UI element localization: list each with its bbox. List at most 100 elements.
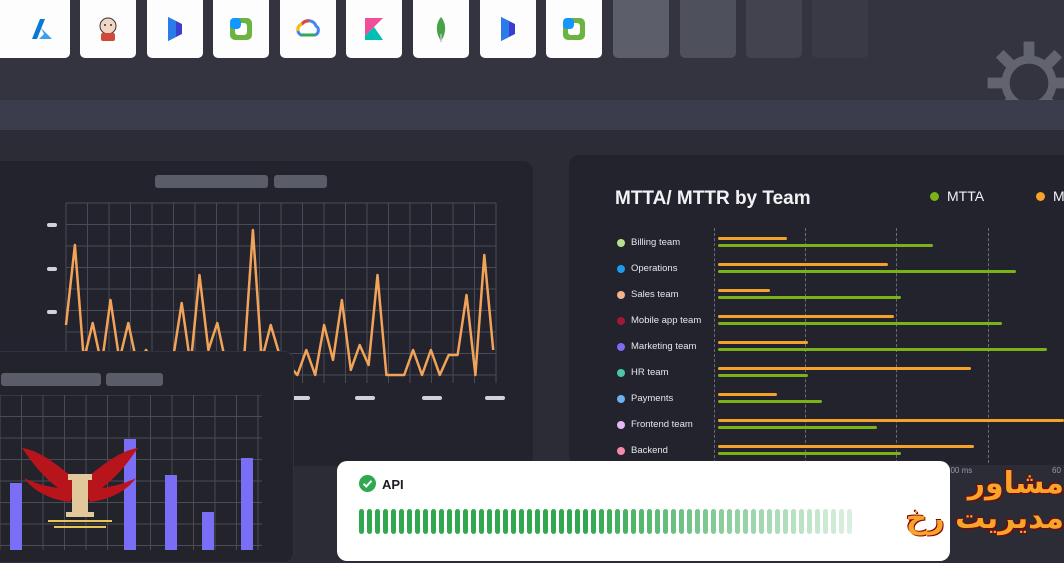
app-tile-dynamics[interactable] bbox=[147, 0, 203, 58]
uptime-tick[interactable] bbox=[383, 509, 388, 534]
uptime-tick[interactable] bbox=[583, 509, 588, 534]
uptime-tick[interactable] bbox=[759, 509, 764, 534]
app-tile-dynamics-2[interactable] bbox=[480, 0, 536, 58]
uptime-tick[interactable] bbox=[823, 509, 828, 534]
uptime-tick[interactable] bbox=[655, 509, 660, 534]
app-tile-jenkins[interactable] bbox=[80, 0, 136, 58]
team-row[interactable]: Payments bbox=[617, 393, 673, 404]
uptime-tick[interactable] bbox=[455, 509, 460, 534]
mtta-bar bbox=[718, 270, 1016, 273]
panel-title: MTTA/ MTTR by Team bbox=[615, 188, 811, 209]
uptime-tick[interactable] bbox=[479, 509, 484, 534]
uptime-tick[interactable] bbox=[391, 509, 396, 534]
uptime-tick[interactable] bbox=[775, 509, 780, 534]
uptime-tick[interactable] bbox=[535, 509, 540, 534]
mttr-bar bbox=[718, 445, 974, 448]
uptime-tick[interactable] bbox=[487, 509, 492, 534]
team-color-dot bbox=[617, 264, 625, 273]
uptime-tick[interactable] bbox=[615, 509, 620, 534]
app-tile-azure[interactable] bbox=[14, 0, 70, 58]
uptime-tick[interactable] bbox=[519, 509, 524, 534]
uptime-tick[interactable] bbox=[567, 509, 572, 534]
uptime-tick[interactable] bbox=[399, 509, 404, 534]
uptime-tick[interactable] bbox=[623, 509, 628, 534]
uptime-tick[interactable] bbox=[727, 509, 732, 534]
uptime-tick[interactable] bbox=[503, 509, 508, 534]
uptime-tick[interactable] bbox=[791, 509, 796, 534]
uptime-tick[interactable] bbox=[407, 509, 412, 534]
uptime-tick[interactable] bbox=[847, 509, 852, 534]
legend-label: M bbox=[1053, 188, 1064, 204]
uptime-tick[interactable] bbox=[599, 509, 604, 534]
uptime-tick[interactable] bbox=[559, 509, 564, 534]
uptime-tick[interactable] bbox=[831, 509, 836, 534]
uptime-tick[interactable] bbox=[839, 509, 844, 534]
uptime-tick[interactable] bbox=[575, 509, 580, 534]
uptime-tick[interactable] bbox=[511, 509, 516, 534]
uptime-tick[interactable] bbox=[719, 509, 724, 534]
app-tile-dynatrace-2[interactable] bbox=[546, 0, 602, 58]
uptime-tick[interactable] bbox=[647, 509, 652, 534]
uptime-tick[interactable] bbox=[447, 509, 452, 534]
x-tick-mark bbox=[290, 396, 310, 400]
app-tile-dynatrace[interactable] bbox=[213, 0, 269, 58]
uptime-tick[interactable] bbox=[679, 509, 684, 534]
uptime-tick[interactable] bbox=[423, 509, 428, 534]
uptime-tick[interactable] bbox=[663, 509, 668, 534]
uptime-tick[interactable] bbox=[815, 509, 820, 534]
uptime-tick[interactable] bbox=[607, 509, 612, 534]
uptime-tick[interactable] bbox=[431, 509, 436, 534]
team-label: Marketing team bbox=[631, 341, 697, 352]
uptime-tick[interactable] bbox=[471, 509, 476, 534]
uptime-tick[interactable] bbox=[743, 509, 748, 534]
team-row[interactable]: Backend bbox=[617, 445, 668, 456]
app-tile-mongodb[interactable] bbox=[413, 0, 469, 58]
uptime-tick[interactable] bbox=[711, 509, 716, 534]
team-label: Operations bbox=[631, 263, 678, 274]
uptime-tick[interactable] bbox=[591, 509, 596, 534]
dynamics-icon bbox=[501, 17, 515, 41]
mttr-bar bbox=[718, 393, 777, 396]
uptime-tick[interactable] bbox=[807, 509, 812, 534]
uptime-tick[interactable] bbox=[671, 509, 676, 534]
uptime-tick[interactable] bbox=[695, 509, 700, 534]
team-row[interactable]: Mobile app team bbox=[617, 315, 701, 326]
team-label: HR team bbox=[631, 367, 669, 378]
uptime-tick[interactable] bbox=[463, 509, 468, 534]
team-row[interactable]: Sales team bbox=[617, 289, 679, 300]
uptime-tick[interactable] bbox=[551, 509, 556, 534]
uptime-tick[interactable] bbox=[415, 509, 420, 534]
team-color-dot bbox=[617, 238, 625, 247]
uptime-tick[interactable] bbox=[439, 509, 444, 534]
uptime-tick[interactable] bbox=[631, 509, 636, 534]
team-color-dot bbox=[617, 394, 625, 403]
mtta-bar bbox=[718, 452, 901, 455]
team-color-dot bbox=[617, 368, 625, 377]
uptime-tick[interactable] bbox=[639, 509, 644, 534]
check-circle-icon bbox=[359, 475, 376, 492]
uptime-tick[interactable] bbox=[799, 509, 804, 534]
team-row[interactable]: Billing team bbox=[617, 237, 680, 248]
app-tile-google-cloud[interactable] bbox=[280, 0, 336, 58]
team-row[interactable]: Operations bbox=[617, 263, 677, 274]
uptime-tick[interactable] bbox=[783, 509, 788, 534]
uptime-tick[interactable] bbox=[751, 509, 756, 534]
mttr-bar bbox=[718, 263, 888, 266]
team-row[interactable]: Marketing team bbox=[617, 341, 696, 352]
uptime-tick[interactable] bbox=[767, 509, 772, 534]
uptime-tick[interactable] bbox=[495, 509, 500, 534]
uptime-tick[interactable] bbox=[375, 509, 380, 534]
uptime-tick[interactable] bbox=[359, 509, 364, 534]
uptime-tick[interactable] bbox=[703, 509, 708, 534]
mtta-bar bbox=[718, 400, 822, 403]
api-status-card[interactable]: API bbox=[337, 461, 950, 561]
uptime-tick[interactable] bbox=[367, 509, 372, 534]
uptime-tick[interactable] bbox=[735, 509, 740, 534]
team-row[interactable]: Frontend team bbox=[617, 419, 693, 430]
team-row[interactable]: HR team bbox=[617, 367, 668, 378]
uptime-tick[interactable] bbox=[687, 509, 692, 534]
gear-icon bbox=[987, 41, 1064, 125]
uptime-tick[interactable] bbox=[543, 509, 548, 534]
app-tile-kibana[interactable] bbox=[346, 0, 402, 58]
uptime-tick[interactable] bbox=[527, 509, 532, 534]
